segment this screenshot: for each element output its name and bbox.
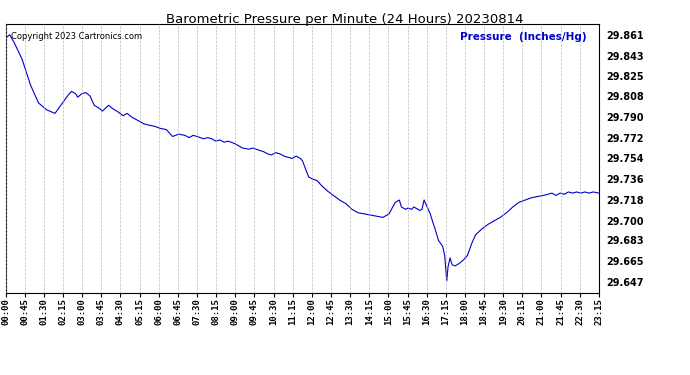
Text: Copyright 2023 Cartronics.com: Copyright 2023 Cartronics.com [12, 32, 143, 41]
Text: Pressure  (Inches/Hg): Pressure (Inches/Hg) [460, 32, 587, 42]
Text: Barometric Pressure per Minute (24 Hours) 20230814: Barometric Pressure per Minute (24 Hours… [166, 13, 524, 26]
